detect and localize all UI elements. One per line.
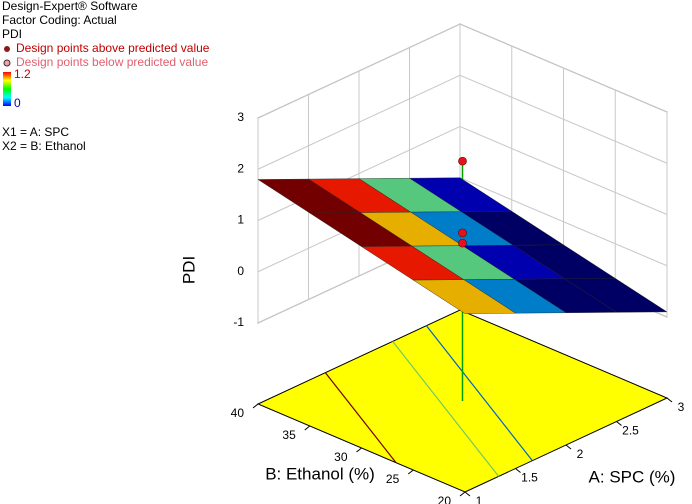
contour-line [425,325,533,462]
legend-below-marker [3,59,11,67]
y-tick [407,469,414,475]
x1-label: X1 = A: SPC [2,125,69,139]
y-tick [252,403,259,409]
design-point-above [458,238,467,248]
y-tick-label: 20 [438,494,452,504]
x-tick [565,444,572,450]
surface-cell [412,279,517,314]
x-tick [515,468,521,473]
x-tick-label: 1.5 [521,471,538,485]
legend-above-marker [4,46,10,52]
x-tick-label: 2 [577,447,584,461]
colorbar [3,72,11,106]
z-tick-label: 2 [237,161,244,175]
z-tick-label: 3 [237,110,244,124]
contour-line [324,372,397,464]
coding: Factor Coding: Actual [2,13,117,27]
x-tick-label: 1 [476,494,483,504]
x-tick [666,397,673,403]
y-tick-label: 35 [282,428,296,442]
x-tick-label: 2.5 [622,424,639,438]
x-axis-title: A: SPC (%) [589,467,676,486]
y-tick [356,447,362,453]
y-tick [459,491,466,497]
contour-line [392,340,500,477]
design-point-above [458,228,467,238]
y-tick-label: 25 [386,472,400,486]
z-tick-label: 0 [237,264,244,278]
y-tick-label: 30 [334,450,348,464]
y-tick [304,425,311,431]
colorbar-max: 1.2 [14,67,31,81]
x-tick-label: 3 [678,400,685,414]
y-axis-title: B: Ethanol (%) [265,464,375,483]
legend-above: Design points above predicted value [16,41,210,55]
y-tick-label: 40 [231,406,245,420]
plot: -1 0 1 2 3 1 1.5 2 2.5 3 20 25 30 35 40 [231,23,685,504]
z-axis-title: PDI [179,256,198,284]
software: Design-Expert® Software [2,0,138,13]
x2-label: X2 = B: Ethanol [2,139,86,153]
design-point-above [458,156,467,166]
z-tick-label: 1 [237,213,244,227]
x-tick [616,421,622,426]
z-tick-label: -1 [233,315,244,329]
legend-below: Design points below predicted value [16,55,208,69]
response: PDI [2,27,22,41]
x-tick [464,491,471,497]
colorbar-min: 0 [14,96,21,110]
